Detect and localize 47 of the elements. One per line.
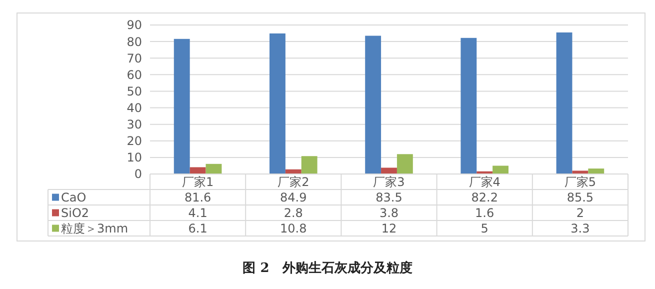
y-tick-label: 30 (126, 118, 142, 132)
data-label: 12 (381, 221, 397, 236)
x-tick-label: 厂家3 (373, 174, 405, 189)
y-tick-label: 40 (126, 100, 142, 115)
data-label: 2.8 (284, 206, 303, 220)
data-label: 2 (576, 206, 584, 220)
data-label: 84.9 (280, 190, 307, 204)
bar (206, 164, 222, 174)
x-tick-label: 厂家5 (564, 174, 596, 189)
bar (588, 168, 604, 174)
text: 图 2 外购生石灰成分及粒度 (242, 260, 412, 276)
data-label: 6.1 (188, 221, 208, 236)
data-label: 3.3 (570, 221, 590, 236)
data-label: 81.6 (184, 190, 212, 204)
bar (365, 36, 382, 174)
data-label: 10.8 (280, 221, 307, 236)
bar (492, 166, 508, 174)
bar (301, 156, 318, 174)
legend-label: SiO2 (61, 206, 90, 220)
y-tick-label: 10 (126, 150, 142, 165)
bar (381, 168, 397, 174)
x-tick-label: 厂家1 (182, 174, 214, 189)
y-tick-label: 0 (134, 167, 142, 182)
y-tick-label: 20 (126, 134, 142, 148)
x-tick-label: 厂家4 (468, 174, 500, 189)
data-label: 83.5 (376, 190, 402, 204)
y-tick-label: 50 (126, 84, 142, 98)
bar (174, 38, 190, 174)
bar (270, 33, 286, 174)
x-tick-label: 厂家2 (278, 174, 310, 189)
data-label: 1.6 (475, 206, 494, 220)
bar (572, 170, 588, 174)
legend-label: 粒度＞3mm (61, 221, 128, 236)
y-tick-label: 80 (126, 34, 142, 49)
bar (190, 167, 206, 174)
data-label: 3.8 (379, 206, 399, 220)
y-tick-label: 90 (126, 18, 142, 32)
data-label: 4.1 (188, 206, 208, 220)
data-label: 82.2 (471, 190, 498, 204)
data-label: 5 (480, 221, 488, 236)
bar (460, 38, 477, 174)
data-label: 85.5 (566, 190, 594, 204)
bar (396, 154, 413, 174)
legend-label: CaO (61, 190, 86, 204)
y-tick-label: 60 (126, 68, 142, 82)
y-tick-label: 70 (126, 51, 142, 66)
bar (556, 32, 572, 174)
